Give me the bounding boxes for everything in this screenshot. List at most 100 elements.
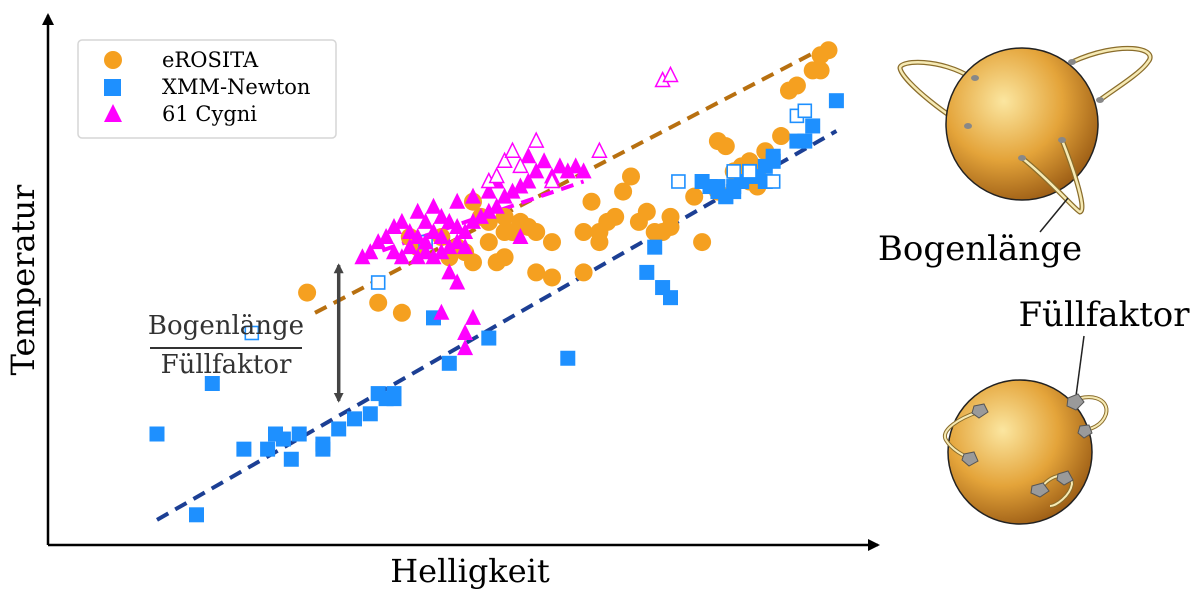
point-xmm-newton [560,350,576,366]
point-61-cygni [393,212,410,229]
point-xmm-newton [291,426,307,442]
spot-region [1066,393,1085,411]
point-61-cygni [457,339,474,356]
point-61-cygni [425,223,442,239]
point-erosita [495,248,514,267]
point-61-cygni [417,243,434,260]
point-61-cygni [409,248,426,265]
point-erosita [787,76,806,95]
point-erosita [772,127,791,146]
point-xmm-newton-offen [244,325,260,341]
footpoint [1018,155,1026,161]
point-61-cygni [520,172,537,189]
star-illustration-filling-factor: Füllfaktor [942,295,1190,525]
legend-label-xmm-newton: XMM-Newton [162,75,310,99]
point-xmm-newton [362,406,378,422]
point-erosita [527,263,546,282]
point-61-cygni [417,233,434,250]
point-xmm-newton [283,451,299,467]
filling-factor-pointer [1075,335,1085,397]
point-61-cygni [465,308,481,325]
point-61-cygni [512,228,529,245]
point-61-cygni-offen [488,166,505,184]
point-61-cygni [433,207,450,224]
point-xmm-newton [189,507,204,523]
point-61-cygni [386,243,402,260]
point-61-cygni [354,248,371,265]
spot-region [1030,482,1050,498]
point-61-cygni-offen [527,131,545,148]
point-61-cygni [488,197,505,214]
point-erosita [582,192,601,211]
point-erosita [693,233,712,252]
legend-box [77,39,337,139]
point-xmm-newton [647,239,663,255]
point-61-cygni [378,228,395,245]
point-xmm-newton [805,118,821,134]
point-xmm-newton [149,426,165,442]
point-61-cygni-offen [543,171,561,189]
point-61-cygni [449,273,466,290]
point-61-cygni [567,157,584,174]
point-61-cygni [433,228,450,245]
point-erosita [637,202,656,221]
point-61-cygni-offen [496,151,513,169]
ratio-denominator: Füllfaktor [161,350,292,380]
star-sphere-top [945,47,1099,201]
point-erosita [543,268,561,287]
point-61-cygni [536,152,553,169]
point-61-cygni [449,233,466,250]
point-61-cygni [401,223,418,239]
point-61-cygni [465,212,481,229]
point-61-cygni [528,162,545,179]
point-61-cygni [512,177,529,194]
point-61-cygni [362,243,379,260]
point-61-cygni [449,217,466,234]
data-points [149,41,844,523]
point-xmm-newton [260,441,276,457]
point-61-cygni-offen [591,141,608,158]
spot-region [1056,470,1074,486]
y-axis-label: Temperatur [4,184,42,375]
trendline-erosita [314,43,830,315]
point-erosita [606,207,625,226]
point-xmm-newton [828,93,844,109]
point-xmm-newton-offen [370,275,386,290]
loop-large-bottom-inner [1021,139,1084,214]
point-61-cygni [441,238,458,255]
point-61-cygni [449,192,466,209]
point-61-cygni [441,263,458,280]
star-illustration-arc-length: Bogenlänge [878,45,1153,269]
legend-label-61-cygni: 61 Cygni [162,102,257,126]
spot-region [971,403,989,419]
point-61-cygni [575,162,592,179]
point-erosita [479,233,498,252]
point-61-cygni [409,202,426,219]
legend-marker-xmm-newton [104,79,121,96]
point-61-cygni [472,207,489,224]
legend-marker-61-cygni [104,104,122,122]
point-erosita [392,303,411,322]
point-xmm-newton [386,391,402,407]
point-61-cygni-offen [512,156,529,174]
point-xmm-newton [347,411,362,427]
point-61-cygni [401,238,418,255]
footpoint [1096,97,1104,103]
loop-large-right-inner [1071,47,1152,101]
point-erosita [716,137,735,156]
point-61-cygni-offen [662,65,679,83]
point-erosita [574,223,593,241]
footpoint [964,123,972,129]
axes: Helligkeit Temperatur [4,13,880,590]
small-loop-inner [1039,474,1074,507]
point-xmm-newton-offen [765,174,781,189]
point-61-cygni [441,212,458,229]
point-61-cygni [496,187,513,204]
x-axis-label: Helligkeit [390,552,550,590]
point-xmm-newton-offen [797,103,813,119]
point-erosita [614,182,633,201]
point-61-cygni [417,212,434,229]
point-xmm-newton-offen [726,164,742,179]
point-61-cygni [480,202,497,219]
